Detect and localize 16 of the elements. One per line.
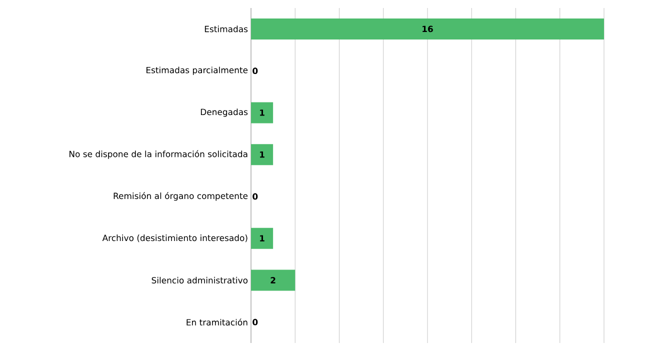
data-label: 1 bbox=[260, 235, 264, 242]
data-label: 1 bbox=[260, 110, 264, 116]
data-label: 0 bbox=[252, 68, 258, 74]
y-tick-label: En tramitación bbox=[186, 318, 248, 326]
y-tick-label: No se dispone de la información solicitada bbox=[70, 150, 248, 159]
y-tick-label: Estimadas parcialmente bbox=[146, 66, 248, 75]
data-label: 0 bbox=[252, 318, 258, 326]
data-label: 1 bbox=[260, 151, 264, 158]
y-tick-label: Remisión al órgano competente bbox=[114, 192, 248, 201]
y-tick-label: Estimadas bbox=[204, 26, 248, 32]
y-tick-label: Denegadas bbox=[200, 108, 248, 117]
y-tick-label: Silencio administrativo bbox=[152, 276, 248, 284]
data-label: 0 bbox=[252, 193, 258, 200]
data-label: 16 bbox=[422, 26, 433, 32]
data-label: 2 bbox=[270, 277, 276, 284]
y-tick-label: Archivo (desistimiento interesado) bbox=[102, 234, 248, 242]
